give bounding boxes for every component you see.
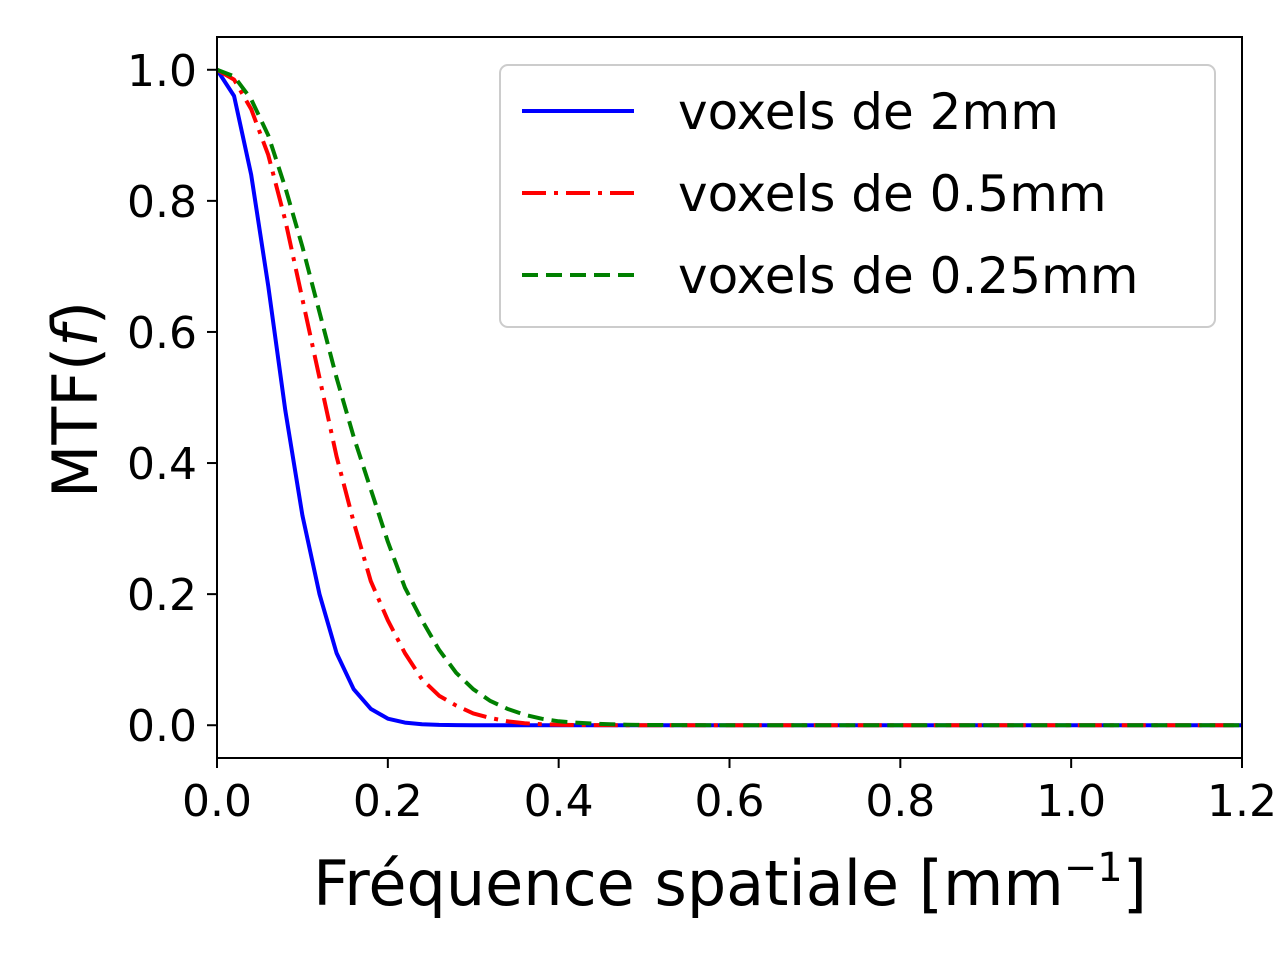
legend: voxels de 2mm voxels de 0.5mm voxels de 0.…	[499, 64, 1216, 328]
x-tick-label: 1.2	[1207, 776, 1277, 827]
x-tick-label: 0.8	[865, 776, 935, 827]
x-tick-label: 0.0	[182, 776, 252, 827]
y-tick-label: 0.6	[127, 308, 197, 359]
x-tick-label: 0.6	[695, 776, 765, 827]
legend-label-2: voxels de 0.5mm	[678, 165, 1107, 223]
legend-box	[499, 64, 1216, 328]
x-tick-label: 1.0	[1036, 776, 1106, 827]
y-axis-label: MTF(f)	[39, 301, 112, 498]
series-line-3	[217, 67, 1242, 728]
y-tick-label: 0.8	[127, 177, 197, 228]
legend-label-1: voxels de 2mm	[678, 83, 1059, 141]
y-tick-label: 0.2	[127, 570, 197, 621]
y-tick-label: 1.0	[127, 46, 197, 97]
y-tick-label: 0.4	[127, 439, 197, 490]
series-layer	[217, 67, 1242, 728]
x-axis-label: Fréquence spatiale [mm−1]	[313, 845, 1147, 920]
ticks-layer: 0.0 0.2 0.4 0.6 0.8 1.0 1.2 0.0 0.2 0.4 0.6 0.8 1.0	[127, 46, 1277, 827]
legend-label-3: voxels de 0.25mm	[678, 247, 1138, 305]
x-tick-label: 0.4	[524, 776, 594, 827]
y-tick-label: 0.0	[127, 701, 197, 752]
x-tick-label: 0.2	[353, 776, 423, 827]
